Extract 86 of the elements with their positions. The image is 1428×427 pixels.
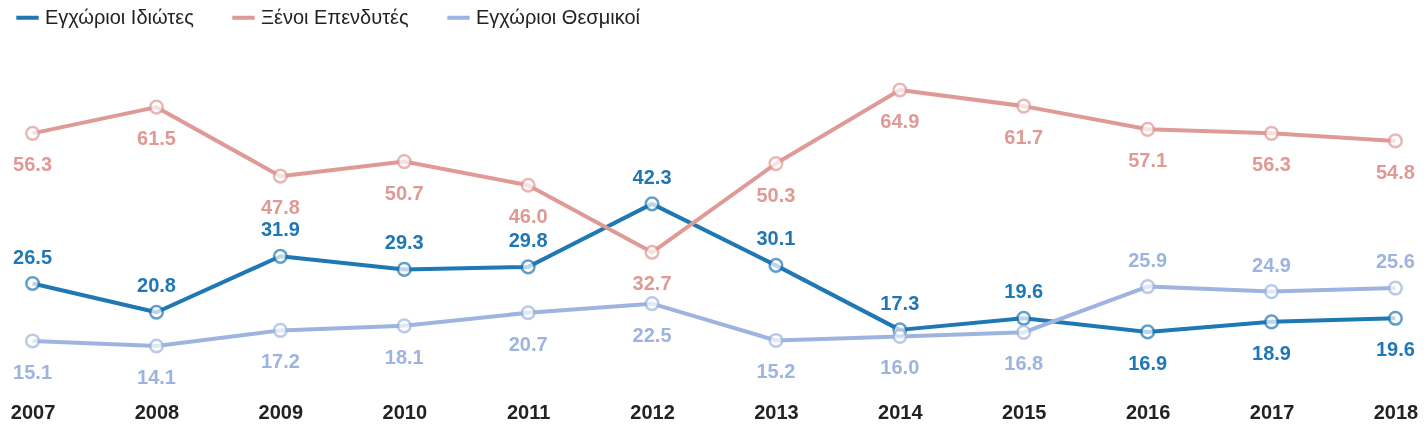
x-tick-label: 2010 [382,400,428,423]
data-label: 57.1 [1128,149,1168,172]
point [768,257,784,273]
data-label: 18.1 [384,345,424,368]
x-tick-label: 2009 [258,400,304,423]
point [892,82,908,98]
point [1263,284,1280,300]
point [25,125,41,141]
data-label: 17.3 [880,291,920,314]
x-tick-label: 2008 [134,400,180,423]
data-label: 25.6 [1375,250,1415,273]
data-label: 16.9 [1128,351,1168,374]
data-label: 16.8 [1004,352,1044,375]
data-label: 15.2 [756,360,796,383]
x-tick-label: 2017 [1249,400,1295,423]
x-tick-label: 2011 [506,400,551,423]
point [1387,133,1403,149]
data-label: 17.2 [260,350,300,373]
point [148,304,165,320]
data-label: 24.9 [1252,253,1291,276]
point [148,338,165,354]
point [892,328,908,344]
x-tick-label: 2012 [630,400,675,423]
point [272,168,288,184]
data-label: 42.3 [632,165,672,188]
data-label: 16.0 [880,356,920,379]
point [1140,278,1156,295]
data-label: 31.9 [260,218,300,241]
data-label: 29.3 [384,231,424,254]
data-label: 26.5 [13,245,53,268]
data-label: 15.1 [13,360,53,383]
data-label: 22.5 [632,323,672,346]
point [1263,314,1280,330]
point [520,177,536,193]
point [644,196,660,212]
point [396,154,412,170]
data-label: 46.0 [508,205,548,228]
x-tick-label: 2015 [1001,400,1047,423]
point [644,244,660,260]
data-label: 54.8 [1375,160,1415,183]
data-label: 50.3 [756,183,796,206]
point [1016,324,1032,340]
legend-label: Εγχώριοι Ιδιώτες [45,5,195,28]
x-tick-label: 2016 [1125,400,1171,423]
point [768,156,784,172]
x-tick-label: 2014 [878,400,924,423]
point [25,275,41,292]
data-label: 19.6 [1004,280,1044,303]
point [272,322,288,338]
point [148,99,165,115]
x-tick-label: 2018 [1373,400,1419,423]
data-label: 25.9 [1128,248,1168,271]
data-label: 32.7 [632,272,672,295]
x-tick-label: 2013 [754,400,799,423]
data-label: 18.9 [1252,341,1291,364]
data-label: 61.5 [137,127,176,150]
point [1140,121,1156,137]
legend-label: Ξένοι Επενδυτές [261,5,409,28]
point [396,318,412,334]
point [768,332,784,349]
point [1387,280,1403,296]
point [396,261,412,277]
data-label: 20.7 [508,332,548,355]
data-label: 50.7 [384,181,424,204]
point [25,333,41,349]
point [1387,310,1403,326]
data-label: 20.8 [137,274,176,297]
point [272,248,288,264]
data-label: 19.6 [1375,338,1415,361]
data-label: 30.1 [756,227,796,250]
point [1016,98,1032,114]
data-label: 29.8 [508,228,548,251]
data-label: 61.7 [1004,126,1044,149]
legend-label: Εγχώριοι Θεσμικοί [476,5,641,28]
data-label: 64.9 [880,110,920,132]
point [1263,125,1280,141]
point [644,296,660,312]
point [520,259,536,275]
x-tick-label: 2007 [10,400,56,423]
point [1140,324,1156,340]
data-label: 47.8 [260,196,300,219]
data-label: 14.1 [137,366,176,388]
point [1016,310,1032,326]
data-label: 56.3 [1252,153,1291,176]
data-label: 56.3 [13,153,53,176]
point [520,305,536,321]
